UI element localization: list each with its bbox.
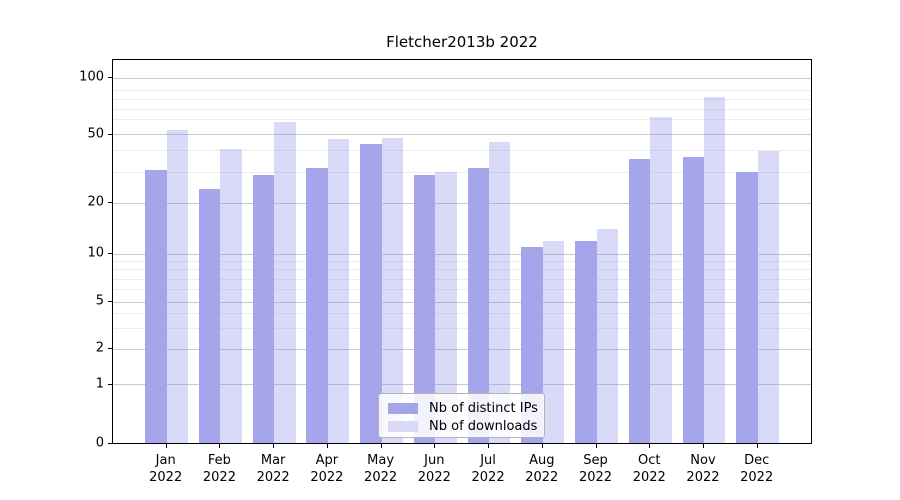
bar-distinct-ips-nov [682, 156, 704, 444]
y-tick-mark [108, 133, 112, 135]
gridline-minor [113, 98, 811, 100]
y-tick-label: 2 [95, 340, 104, 356]
bar-downloads-jun [435, 172, 457, 444]
x-tick-label-sep: Sep 2022 [578, 453, 613, 485]
x-tick-mark [649, 444, 651, 448]
gridline-minor [113, 118, 811, 120]
x-tick-label-jul: Jul 2022 [471, 453, 505, 485]
gridline-minor [113, 269, 811, 271]
bar-downloads-oct [650, 116, 672, 444]
gridline-minor [113, 278, 811, 280]
y-tick-label: 1 [95, 376, 104, 392]
bar-distinct-ips-dec [736, 172, 758, 444]
gridline-major [113, 202, 811, 204]
x-tick-label-oct: Oct 2022 [632, 453, 666, 485]
y-tick-mark [108, 253, 112, 255]
gridline-minor [113, 313, 811, 315]
bar-distinct-ips-apr [306, 167, 328, 444]
bar-distinct-ips-jan [145, 169, 167, 444]
gridline-major [113, 253, 811, 255]
bar-downloads-dec [757, 150, 780, 444]
x-tick-mark [702, 444, 704, 448]
x-tick-mark [380, 444, 382, 448]
gridline-minor [113, 89, 811, 91]
bar-distinct-ips-feb [199, 189, 221, 444]
y-tick-label: 5 [95, 293, 104, 309]
legend: Nb of distinct IPs Nb of downloads [378, 393, 545, 438]
y-tick-label: 10 [87, 245, 104, 261]
x-tick-label-mar: Mar 2022 [256, 453, 290, 485]
legend-row: Nb of downloads [388, 417, 538, 435]
y-tick-mark [108, 383, 112, 385]
bar-distinct-ips-sep [575, 240, 597, 444]
x-tick-mark [326, 444, 328, 448]
bar-downloads-may [381, 137, 403, 444]
bar-downloads-apr [327, 139, 350, 444]
bar-downloads-jul [489, 142, 511, 444]
y-tick-label: 20 [87, 194, 104, 210]
y-tick-mark [108, 301, 112, 303]
gridline-major [113, 77, 811, 79]
legend-swatch-downloads [388, 420, 418, 432]
chart-title: Fletcher2013b 2022 [386, 33, 538, 51]
x-tick-mark [219, 444, 221, 448]
bar-distinct-ips-jun [413, 174, 436, 444]
y-tick-label: 50 [87, 126, 104, 142]
gridline-minor [113, 261, 811, 263]
gridline-major [113, 384, 811, 386]
x-tick-label-aug: Aug 2022 [525, 453, 559, 485]
legend-swatch-distinct-ips [388, 402, 418, 414]
legend-label-downloads: Nb of downloads [429, 418, 538, 434]
gridline-minor [113, 108, 811, 110]
bar-downloads-jan [166, 129, 189, 444]
x-tick-mark [595, 444, 597, 448]
x-tick-mark [756, 444, 758, 448]
x-tick-mark [541, 444, 543, 448]
bar-distinct-ips-jul [467, 167, 490, 444]
legend-row: Nb of distinct IPs [388, 399, 538, 417]
bar-downloads-sep [596, 229, 618, 444]
plot-area [112, 59, 812, 444]
x-tick-label-apr: Apr 2022 [310, 453, 344, 485]
gridline-minor [113, 171, 811, 173]
x-tick-label-may: May 2022 [364, 453, 398, 485]
x-tick-label-nov: Nov 2022 [686, 453, 720, 485]
x-tick-mark [273, 444, 275, 448]
bar-downloads-mar [274, 121, 296, 444]
y-tick-mark [108, 202, 112, 204]
gridline-minor [113, 327, 811, 329]
y-tick-mark [108, 77, 112, 79]
y-tick-label: 100 [79, 69, 104, 85]
bar-distinct-ips-oct [628, 158, 651, 444]
x-tick-label-dec: Dec 2022 [740, 453, 774, 485]
y-tick-label: 0 [95, 435, 104, 451]
gridline-major [113, 301, 811, 303]
bar-downloads-nov [703, 97, 726, 444]
x-tick-mark [165, 444, 167, 448]
gridline-minor [113, 150, 811, 152]
bar-downloads-aug [542, 240, 565, 444]
x-tick-label-jan: Jan 2022 [149, 453, 183, 485]
x-tick-mark [434, 444, 436, 448]
x-tick-label-jun: Jun 2022 [417, 453, 451, 485]
bar-distinct-ips-mar [252, 174, 275, 444]
bar-downloads-feb [220, 148, 242, 444]
bar-distinct-ips-may [360, 143, 382, 444]
gridline-minor [113, 289, 811, 291]
y-tick-mark [108, 443, 112, 445]
y-tick-mark [108, 348, 112, 349]
gridline-major [113, 134, 811, 136]
legend-label-distinct-ips: Nb of distinct IPs [429, 400, 538, 416]
x-tick-label-feb: Feb 2022 [202, 453, 236, 485]
gridline-major [113, 348, 811, 350]
x-tick-mark [488, 444, 490, 448]
